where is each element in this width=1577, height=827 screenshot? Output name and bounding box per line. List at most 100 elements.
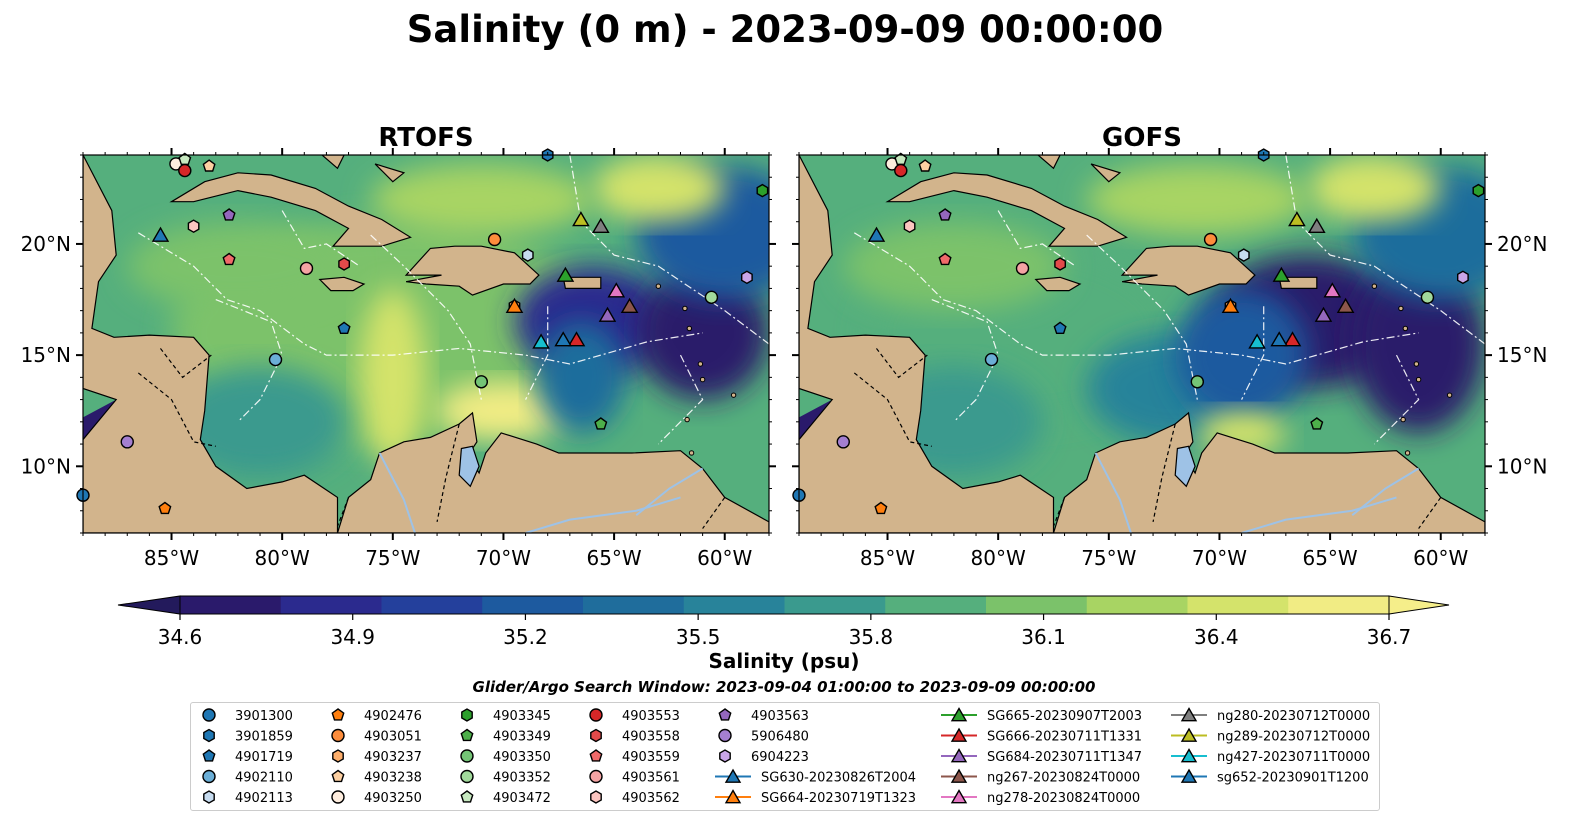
legend-entries: 3901300 3901859 4901719 4902110 4902113 49024… xyxy=(202,707,1370,806)
observation-markers-gofs xyxy=(792,148,1485,515)
legend-marker xyxy=(203,728,215,743)
legend-label: SG665-20230907T2003 xyxy=(987,709,1142,724)
colorbar-tick-label: 35.8 xyxy=(849,625,894,649)
legend-entry: 4903559 xyxy=(589,749,680,765)
lon-tick-label: 85°W xyxy=(860,546,915,570)
lon-tick-label: 65°W xyxy=(586,546,641,570)
island-land xyxy=(1402,325,1409,332)
legend-label: SG684-20230711T1347 xyxy=(987,750,1142,765)
obs-marker xyxy=(591,217,610,234)
legend-marker xyxy=(590,728,602,743)
obs-marker xyxy=(1283,331,1302,347)
lake-maracaibo xyxy=(458,445,480,488)
obs-marker xyxy=(1221,297,1240,313)
obs-marker xyxy=(187,219,200,234)
obs-marker xyxy=(554,331,573,347)
legend-label: 4903563 xyxy=(751,709,809,724)
legend-entry: 6904223 xyxy=(719,749,809,765)
colorbar-tick-label: 34.9 xyxy=(330,625,375,649)
central-america-land xyxy=(83,155,339,533)
legend-marker xyxy=(331,728,345,743)
obs-marker xyxy=(903,219,916,234)
lon-tick-label: 70°W xyxy=(476,546,531,570)
obs-marker xyxy=(1203,232,1218,247)
legend-entry: 4903238 xyxy=(331,769,422,786)
legend-entry: 4903558 xyxy=(590,728,680,745)
obs-marker xyxy=(607,282,626,298)
obs-marker xyxy=(1420,290,1435,305)
legend-label: ng280-20230712T0000 xyxy=(1217,709,1370,724)
legend-marker xyxy=(331,790,345,804)
legend-marker xyxy=(460,728,474,742)
obs-marker xyxy=(572,211,590,227)
lon-tick-label: 70°W xyxy=(1192,546,1247,570)
legend-entry: SG684-20230711T1347 xyxy=(941,748,1142,765)
lon-tick-label: 65°W xyxy=(1302,546,1357,570)
island-land xyxy=(1371,283,1378,289)
legend-entry: 4903561 xyxy=(589,769,680,786)
obs-marker xyxy=(222,208,236,221)
legend-label: SG630-20230826T2004 xyxy=(761,771,916,786)
lon-tick-label: 60°W xyxy=(697,546,752,570)
legend-entry: sg652-20230901T1200 xyxy=(1171,768,1369,786)
legend-entry: 4902476 xyxy=(331,708,422,724)
cuba-land xyxy=(885,172,1128,247)
legend-marker xyxy=(724,789,742,804)
legend-label: 4903238 xyxy=(364,771,422,786)
obs-marker xyxy=(918,159,932,172)
colorbar-label: Salinity (psu) xyxy=(708,649,859,673)
legend-marker xyxy=(718,728,732,743)
legend-label: 4903558 xyxy=(622,730,680,745)
legend-entry: SG665-20230907T2003 xyxy=(941,707,1142,724)
colorbar-segment xyxy=(1086,596,1189,614)
obs-marker xyxy=(1015,261,1030,276)
colorbar-segment xyxy=(280,596,383,614)
obs-marker xyxy=(567,331,586,347)
legend-entry: SG630-20230826T2004 xyxy=(715,768,916,786)
obs-marker xyxy=(158,501,172,515)
legend-marker xyxy=(950,789,968,804)
map-frame xyxy=(82,154,770,534)
figure-title: Salinity (0 m) - 2023-09-09 00:00:00 xyxy=(407,8,1163,51)
colorbar-segment xyxy=(683,596,786,614)
panel-title-rtofs: RTOFS xyxy=(378,123,473,153)
legend-entry: 4903563 xyxy=(718,708,809,724)
colorbar-tick-label: 35.2 xyxy=(503,625,548,649)
obs-marker xyxy=(151,226,170,242)
obs-marker xyxy=(704,290,719,305)
island-land xyxy=(699,376,706,383)
island-land xyxy=(686,325,693,332)
legend-entry: 4903237 xyxy=(332,749,422,765)
legend-marker xyxy=(461,708,473,722)
obs-marker xyxy=(836,435,850,449)
obs-marker xyxy=(1248,333,1266,349)
obs-marker xyxy=(1472,183,1485,198)
salinity-field-gofs xyxy=(799,155,1485,533)
legend-entry: SG664-20230719T1323 xyxy=(715,789,916,806)
cuba-land xyxy=(169,172,412,247)
legend-entry: 3901300 xyxy=(202,708,293,724)
legend-entry: 4903051 xyxy=(331,728,422,745)
colorbar-segment xyxy=(381,596,483,614)
lon-tick-label: 60°W xyxy=(1413,546,1468,570)
obs-marker xyxy=(1456,270,1469,285)
obs-marker xyxy=(594,417,608,430)
legend-entry: ng267-20230824T0000 xyxy=(941,768,1140,786)
legend-label: 4903553 xyxy=(622,709,680,724)
legend-label: ng289-20230712T0000 xyxy=(1217,730,1370,745)
legend-marker xyxy=(460,769,474,784)
hispaniola-land xyxy=(1120,245,1256,296)
obs-marker xyxy=(1190,375,1205,389)
bahamas-land xyxy=(1090,163,1122,183)
legend-marker xyxy=(1180,768,1198,783)
observation-markers-rtofs xyxy=(76,148,769,515)
lon-tick-label: 75°W xyxy=(1081,546,1136,570)
legend-marker xyxy=(589,708,603,722)
search-window-text: Glider/Argo Search Window: 2023-09-04 01… xyxy=(473,678,1096,696)
legend-marker xyxy=(202,769,216,784)
obs-marker xyxy=(487,232,502,247)
island-land xyxy=(1413,361,1420,367)
legend-entry: 4902110 xyxy=(202,769,293,786)
obs-marker xyxy=(867,226,886,242)
legend-label: 4903561 xyxy=(622,771,680,786)
